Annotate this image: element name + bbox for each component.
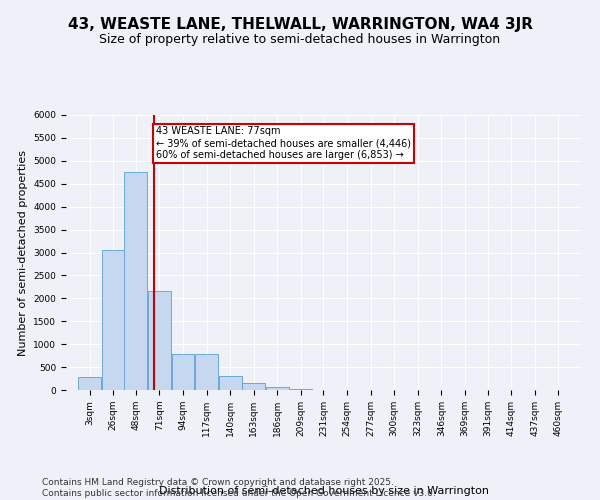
Bar [78,377,101,390]
Bar [195,354,218,390]
Y-axis label: Number of semi-detached properties: Number of semi-detached properties [18,150,28,356]
Bar [242,384,265,390]
Bar [219,376,242,390]
Text: Contains HM Land Registry data © Crown copyright and database right 2025.
Contai: Contains HM Land Registry data © Crown c… [42,478,436,498]
X-axis label: Distribution of semi-detached houses by size in Warrington: Distribution of semi-detached houses by … [159,486,489,496]
Bar [266,387,289,390]
Text: 43, WEASTE LANE, THELWALL, WARRINGTON, WA4 3JR: 43, WEASTE LANE, THELWALL, WARRINGTON, W… [67,18,533,32]
Bar [172,354,194,390]
Bar [102,250,125,390]
Bar [124,172,147,390]
Bar [148,292,171,390]
Text: Size of property relative to semi-detached houses in Warrington: Size of property relative to semi-detach… [100,32,500,46]
Bar [290,388,313,390]
Text: 43 WEASTE LANE: 77sqm
← 39% of semi-detached houses are smaller (4,446)
60% of s: 43 WEASTE LANE: 77sqm ← 39% of semi-deta… [156,126,411,160]
